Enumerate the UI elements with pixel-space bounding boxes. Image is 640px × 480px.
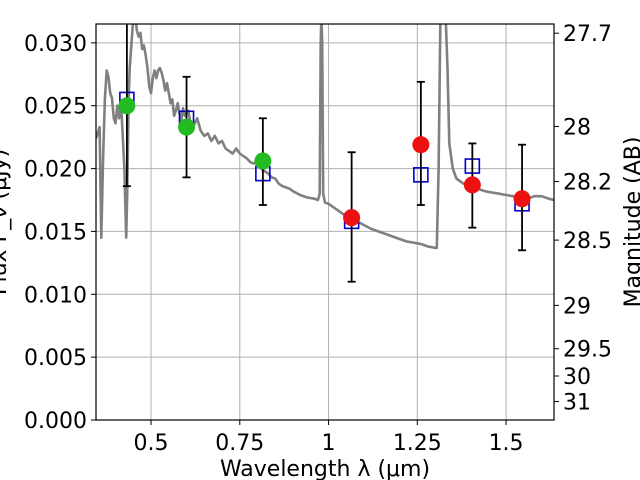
x-tick-label: 1.25 <box>393 431 442 456</box>
y-tick-label: 0.005 <box>24 346 87 371</box>
measured-flux-point <box>463 176 481 194</box>
right-axis-label: Magnitude (AB) <box>621 137 640 308</box>
right-tick-label: 28.5 <box>563 229 612 254</box>
right-tick-label: 29.5 <box>563 338 612 363</box>
x-tick-label: 1.5 <box>489 431 524 456</box>
right-tick-label: 28 <box>563 115 591 140</box>
x-axis: 0.5 0.75 1 1.25 1.5 <box>134 420 524 456</box>
right-tick-label: 29 <box>563 294 591 319</box>
measured-flux-point <box>412 136 430 154</box>
measured-flux-point <box>343 209 361 227</box>
y-tick-label: 0.020 <box>24 158 87 183</box>
y-tick-label: 0.000 <box>24 409 87 434</box>
x-tick-label: 1 <box>322 431 336 456</box>
y-tick-label: 0.010 <box>24 283 87 308</box>
right-tick-label: 31 <box>563 391 591 416</box>
y-axis: 0.000 0.005 0.010 0.015 0.020 0.025 0.030 <box>24 32 96 434</box>
axes-frame <box>95 23 555 421</box>
spectrum-line <box>96 24 554 250</box>
x-tick-label: 0.5 <box>134 431 169 456</box>
x-tick-label: 0.75 <box>215 431 264 456</box>
right-tick-label: 30 <box>563 365 591 390</box>
y-axis-label: Flux F_ν (μJy) <box>0 149 12 295</box>
y-tick-label: 0.015 <box>24 220 87 245</box>
plot-area <box>96 24 554 283</box>
right-tick-label: 28.2 <box>563 171 612 196</box>
y-tick-label: 0.025 <box>24 95 87 120</box>
measured-flux-point <box>513 190 531 208</box>
measured-flux-point <box>254 152 272 170</box>
right-tick-label: 27.7 <box>563 22 612 47</box>
measured-flux-point <box>178 118 196 136</box>
measured-flux-point <box>118 97 136 115</box>
y-tick-label: 0.030 <box>24 32 87 57</box>
x-axis-label: Wavelength λ (μm) <box>220 457 430 480</box>
